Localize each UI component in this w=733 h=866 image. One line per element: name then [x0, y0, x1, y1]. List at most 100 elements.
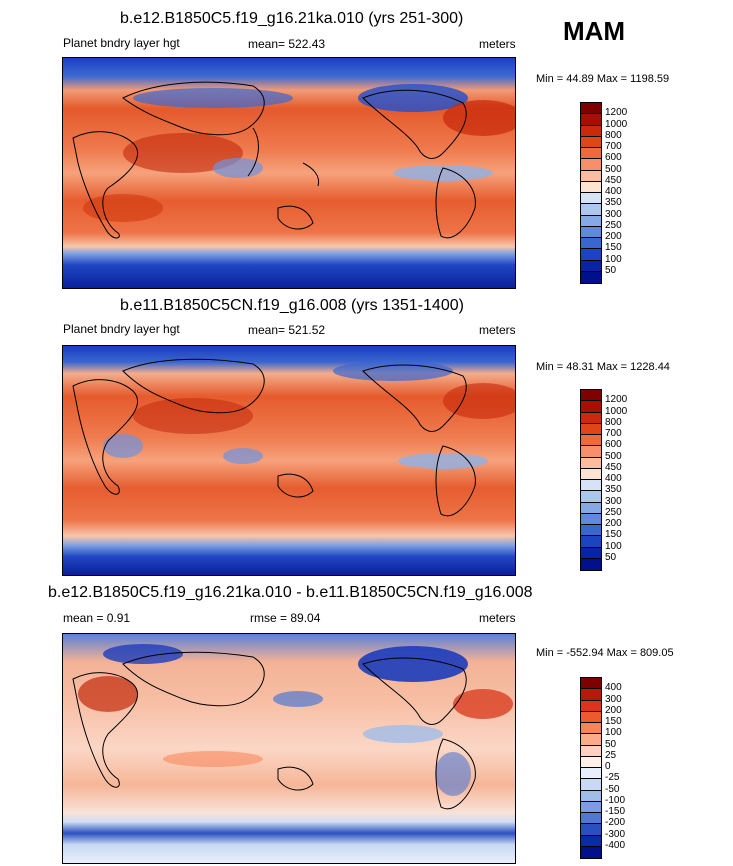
colorbar-tick-label: 150 [605, 529, 622, 541]
colorbar-cell [581, 536, 601, 548]
colorbar-cell [581, 412, 601, 424]
colorbar-tick-label: 200 [605, 231, 622, 242]
colorbar-cell [581, 790, 601, 802]
colorbar-tick-label: 700 [605, 428, 622, 439]
panel-1-colorbar-ticks: 1200 1000 800 700 600 500 450 400 350 300 250 200 15… [605, 102, 645, 282]
colorbar-cell [581, 215, 601, 227]
colorbar-cell [581, 491, 601, 503]
colorbar-cell [581, 480, 601, 492]
colorbar-cell [581, 835, 601, 847]
season-label: MAM [563, 16, 626, 46]
colorbar-tick-label: 200 [605, 704, 622, 716]
colorbar-cell [581, 193, 601, 205]
colorbar-tick-label: 450 [605, 461, 622, 473]
colorbar-cell [581, 700, 601, 712]
panel-2-units-label: meters [479, 323, 516, 337]
colorbar-tick-label: 500 [605, 163, 622, 175]
colorbar-cell [581, 502, 601, 514]
colorbar-cell [581, 734, 601, 746]
colorbar-cell [581, 824, 601, 836]
colorbar-tick-label: 400 [605, 186, 622, 197]
colorbar-tick-label: -300 [605, 828, 626, 840]
colorbar-cell [581, 423, 601, 435]
panel-2-colorbar [580, 389, 602, 571]
colorbar-cell [581, 114, 601, 126]
colorbar-tick-label: -200 [605, 817, 626, 829]
panel-3-rmse-label: rmse = 89.04 [250, 611, 321, 625]
colorbar-cell [581, 260, 601, 272]
colorbar-tick-label: 25 [605, 749, 617, 761]
colorbar-cell [581, 779, 601, 791]
panel-1-variable-label: Planet bndry layer hgt [63, 36, 180, 50]
colorbar-cell [581, 446, 601, 458]
colorbar-cell [581, 745, 601, 757]
colorbar-cell [581, 390, 601, 402]
colorbar-cell [581, 238, 601, 250]
colorbar-cell [581, 148, 601, 160]
colorbar-cell [581, 768, 601, 780]
panel-2-minmax: Min = 48.31 Max = 1228.44 [536, 361, 670, 373]
colorbar-tick-label: 1200 [605, 394, 628, 406]
panel-3-colorbar [580, 677, 602, 859]
colorbar-cell [581, 435, 601, 447]
colorbar-cell [581, 401, 601, 413]
colorbar-cell [581, 271, 601, 283]
colorbar-cell [581, 226, 601, 238]
colorbar-cell [581, 846, 601, 858]
colorbar-tick-label: 350 [605, 484, 622, 496]
colorbar-tick-label: 250 [605, 219, 622, 231]
colorbar-tick-label: 300 [605, 208, 622, 220]
panel-2-map-field [63, 346, 515, 575]
colorbar-tick-label: -50 [605, 783, 620, 795]
panel-3-map [62, 633, 516, 864]
colorbar-tick-label: 1200 [605, 107, 628, 119]
colorbar-cell [581, 801, 601, 813]
panel-1-colorbar [580, 102, 602, 284]
panel-2-title: b.e11.B1850C5CN.f19_g16.008 (yrs 1351-14… [120, 297, 464, 314]
colorbar-tick-label: 300 [605, 693, 622, 705]
colorbar-tick-label: 50 [605, 738, 617, 750]
colorbar-tick-label: 50 [605, 551, 617, 563]
colorbar-cell [581, 181, 601, 193]
colorbar-cell [581, 723, 601, 735]
colorbar-tick-label: 1000 [605, 118, 628, 130]
panel-1-title: b.e12.B1850C5.f19_g16.21ka.010 (yrs 251-… [120, 10, 464, 27]
colorbar-cell [581, 249, 601, 261]
colorbar-tick-label: 150 [605, 242, 622, 254]
colorbar-tick-label: 600 [605, 152, 622, 164]
panel-1-mean-label: mean= 522.43 [248, 37, 326, 51]
colorbar-tick-label: 400 [605, 473, 622, 484]
colorbar-cell [581, 159, 601, 171]
colorbar-cell [581, 125, 601, 137]
colorbar-tick-label: -150 [605, 806, 626, 817]
panel-2-mean-label: mean= 521.52 [248, 323, 326, 337]
colorbar-cell [581, 457, 601, 469]
colorbar-cell [581, 170, 601, 182]
colorbar-cell [581, 558, 601, 570]
panel-3-title: b.e12.B1850C5.f19_g16.21ka.010 - b.e11.B… [48, 584, 533, 601]
colorbar-tick-label: 150 [605, 716, 622, 727]
panel-2-map [62, 345, 516, 576]
panel-3-colorbar-ticks: 400 300 200 150 100 50 25 0 -25 -50 -100 -150 -200 -3… [605, 677, 645, 857]
colorbar-tick-label: 450 [605, 174, 622, 186]
colorbar-tick-label: 50 [605, 264, 617, 276]
colorbar-cell [581, 204, 601, 216]
colorbar-cell [581, 103, 601, 115]
colorbar-tick-label: 100 [605, 253, 622, 265]
colorbar-cell [581, 136, 601, 148]
colorbar-tick-label: 100 [605, 540, 622, 552]
colorbar-tick-label: 800 [605, 129, 622, 141]
colorbar-tick-label: 250 [605, 506, 622, 518]
colorbar-tick-label: 400 [605, 682, 622, 694]
colorbar-tick-label: 100 [605, 727, 622, 739]
colorbar-cell [581, 756, 601, 768]
panel-3-minmax: Min = -552.94 Max = 809.05 [536, 647, 674, 659]
colorbar-cell [581, 468, 601, 480]
panel-3-map-field [63, 634, 515, 863]
colorbar-tick-label: 600 [605, 439, 622, 451]
colorbar-cell [581, 547, 601, 559]
panel-1-map [62, 57, 516, 289]
panel-2-variable-label: Planet bndry layer hgt [63, 322, 180, 336]
colorbar-cell [581, 711, 601, 723]
colorbar-tick-label: 500 [605, 450, 622, 462]
